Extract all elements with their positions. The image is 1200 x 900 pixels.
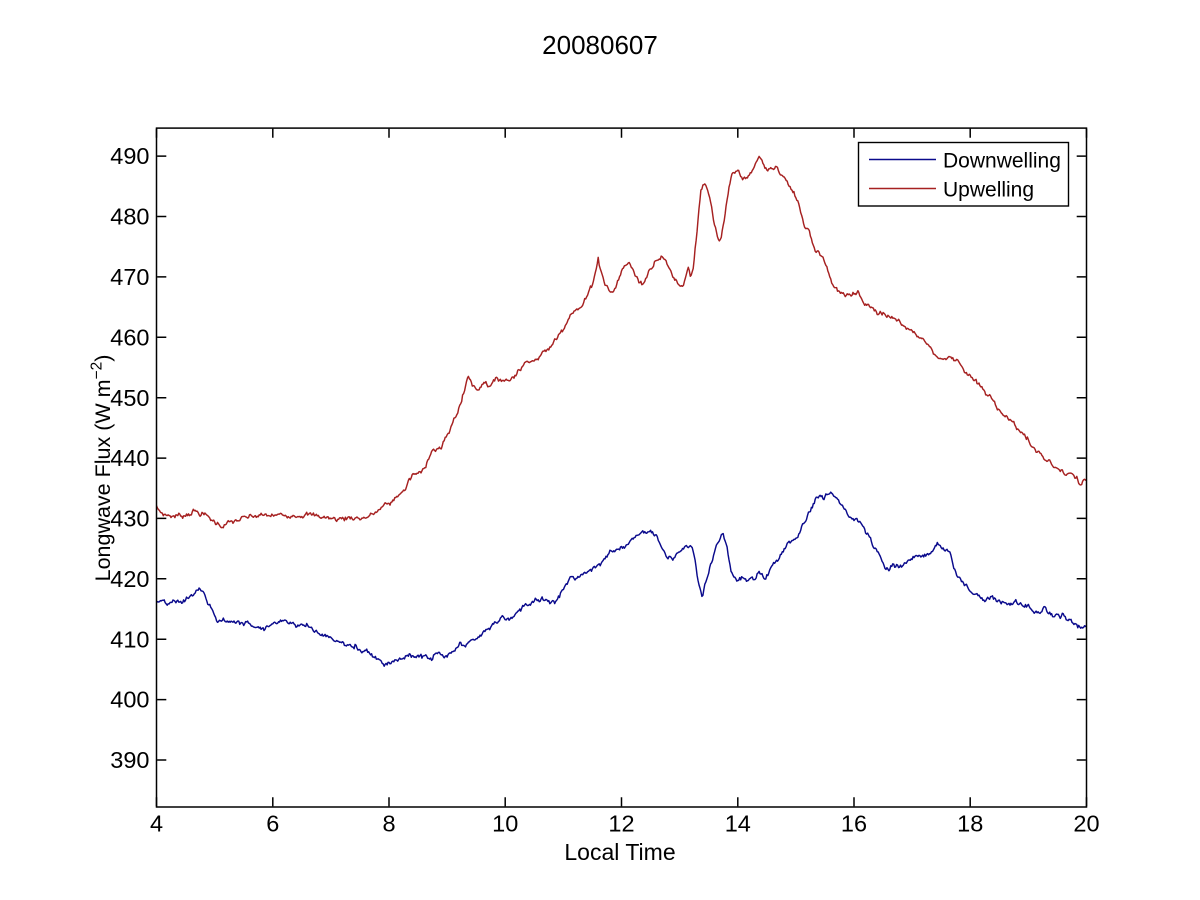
svg-text:Upwelling: Upwelling <box>943 178 1034 201</box>
svg-text:440: 440 <box>110 445 149 471</box>
svg-text:480: 480 <box>110 204 149 230</box>
svg-text:10: 10 <box>492 811 518 837</box>
svg-text:430: 430 <box>110 506 149 532</box>
svg-text:20: 20 <box>1073 811 1099 837</box>
svg-text:18: 18 <box>957 811 983 837</box>
svg-text:470: 470 <box>110 264 149 290</box>
svg-text:6: 6 <box>266 811 279 837</box>
svg-text:8: 8 <box>382 811 395 837</box>
svg-text:400: 400 <box>110 687 149 713</box>
svg-text:4: 4 <box>150 811 163 837</box>
svg-text:420: 420 <box>110 566 149 592</box>
svg-text:Longwave Flux (W m−2): Longwave Flux (W m−2) <box>89 355 116 582</box>
svg-text:14: 14 <box>725 811 751 837</box>
svg-text:410: 410 <box>110 626 149 652</box>
svg-text:12: 12 <box>608 811 634 837</box>
svg-text:16: 16 <box>841 811 867 837</box>
svg-text:Downwelling: Downwelling <box>943 149 1061 172</box>
svg-text:460: 460 <box>110 324 149 350</box>
svg-text:390: 390 <box>110 747 149 773</box>
svg-text:20080607: 20080607 <box>542 30 658 60</box>
svg-text:450: 450 <box>110 385 149 411</box>
svg-text:490: 490 <box>110 143 149 169</box>
svg-text:Local Time: Local Time <box>564 839 675 865</box>
